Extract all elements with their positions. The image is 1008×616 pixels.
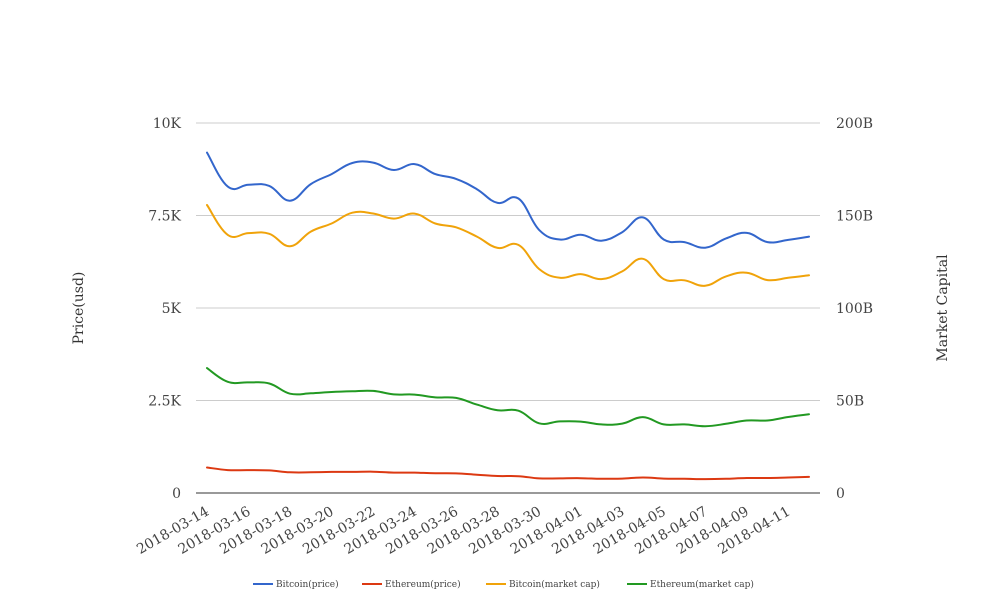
legend-item[interactable]: Ethereum(price) — [362, 579, 461, 590]
left-tick-label: 5K — [162, 301, 182, 317]
left-axis-title: Price(usd) — [71, 272, 87, 345]
series-line-bitcoin-market-cap — [206, 204, 810, 287]
right-axis-title: Market Capital — [935, 254, 951, 362]
series-line-ethereum-price — [206, 466, 810, 481]
left-tick-label: 2.5K — [148, 394, 181, 410]
right-tick-label: 100B — [836, 301, 873, 317]
legend-label: Bitcoin(price) — [276, 579, 339, 590]
series-lines — [206, 151, 810, 481]
legend-label: Ethereum(price) — [385, 579, 461, 590]
left-tick-label: 7.5K — [148, 209, 181, 225]
legend-item[interactable]: Bitcoin(market cap) — [486, 579, 600, 590]
left-tick-label: 0 — [172, 486, 181, 502]
right-tick-label: 50B — [836, 394, 864, 410]
legend-item[interactable]: Bitcoin(price) — [253, 579, 339, 590]
right-axis-ticks: 0 50B 100B 150B 200B — [836, 116, 873, 502]
right-tick-label: 200B — [836, 116, 873, 132]
right-tick-label: 150B — [836, 209, 873, 225]
x-axis-ticks: 2018-03-142018-03-162018-03-182018-03-20… — [134, 504, 793, 558]
legend-label: Bitcoin(market cap) — [509, 579, 600, 590]
legend-label: Ethereum(market cap) — [650, 579, 754, 590]
legend[interactable]: Bitcoin(price) Ethereum(price) Bitcoin(mar… — [253, 579, 754, 590]
legend-item[interactable]: Ethereum(market cap) — [627, 579, 754, 590]
series-line-bitcoin-price — [206, 151, 810, 249]
left-tick-label: 10K — [153, 116, 182, 132]
right-tick-label: 0 — [836, 486, 845, 502]
gridlines — [196, 122, 820, 494]
series-line-ethereum-market-cap — [206, 367, 810, 428]
left-axis-ticks: 0 2.5K 5K 7.5K 10K — [148, 116, 181, 502]
